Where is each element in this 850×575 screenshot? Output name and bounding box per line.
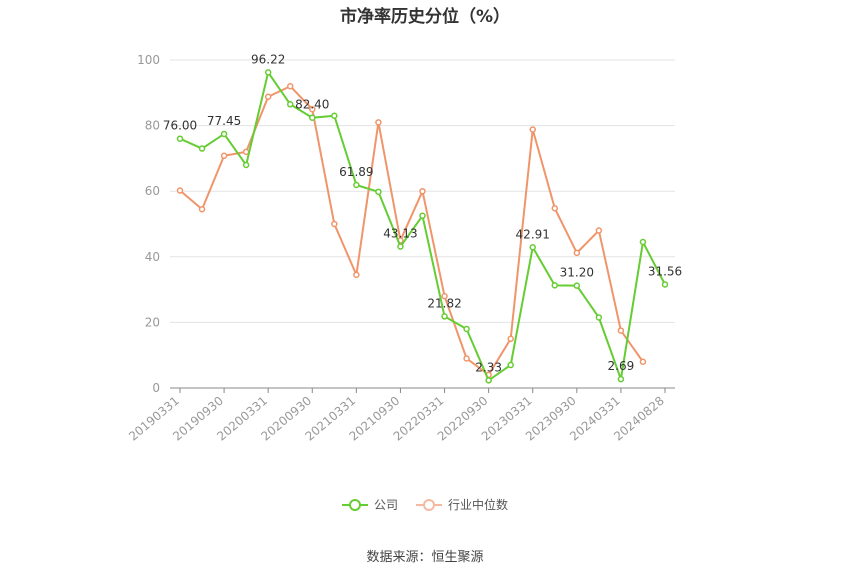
data-label: 77.45 xyxy=(207,114,241,128)
data-point xyxy=(573,249,581,257)
data-point xyxy=(176,135,184,142)
data-point xyxy=(661,281,669,288)
data-point xyxy=(309,105,316,113)
data-point xyxy=(463,355,470,362)
data-label: 2.33 xyxy=(475,360,502,374)
data-point xyxy=(264,69,272,76)
data-label: 31.56 xyxy=(648,264,682,278)
data-label: 43.13 xyxy=(383,227,417,241)
data-point xyxy=(507,361,514,369)
legend-label-industry-median: 行业中位数 xyxy=(448,498,509,512)
data-point xyxy=(331,220,338,228)
data-point xyxy=(198,205,206,213)
data-label: 61.89 xyxy=(339,165,373,179)
data-label-layer: 76.00 77.45 96.22 82.40 61.89 43.13 21.82 2.33 4… xyxy=(163,52,682,374)
legend-item-company[interactable]: 公司 xyxy=(341,496,398,513)
data-point xyxy=(529,244,536,251)
data-point xyxy=(639,238,647,246)
data-point xyxy=(264,93,272,100)
data-point xyxy=(397,243,404,250)
data-point xyxy=(595,227,603,234)
data-point xyxy=(441,313,448,320)
data-point xyxy=(419,187,426,195)
data-point xyxy=(375,188,382,196)
data-point xyxy=(485,377,492,384)
data-point xyxy=(595,314,603,321)
data-point xyxy=(176,187,184,194)
y-tick-label: 100 xyxy=(137,53,160,67)
data-point xyxy=(507,335,514,343)
data-label: 96.22 xyxy=(251,52,285,66)
data-point xyxy=(617,375,625,383)
legend: 公司 行业中位数 xyxy=(0,496,850,513)
data-point xyxy=(617,327,625,334)
data-point xyxy=(551,282,559,289)
data-label: 76.00 xyxy=(163,119,197,133)
line-chart: 0204060801002019033120190930202003312020… xyxy=(126,52,682,443)
data-point xyxy=(242,161,250,169)
data-point xyxy=(573,282,581,289)
data-point xyxy=(220,130,228,138)
data-label: 82.40 xyxy=(295,98,329,112)
y-tick-label: 80 xyxy=(145,119,160,133)
data-point xyxy=(375,119,382,126)
y-tick-label: 0 xyxy=(152,381,160,395)
data-point xyxy=(309,114,316,121)
data-point xyxy=(286,82,294,90)
data-point xyxy=(639,358,647,366)
data-point xyxy=(529,126,536,133)
series-line-1 xyxy=(179,85,644,376)
data-point xyxy=(353,271,360,279)
legend-item-industry-median[interactable]: 行业中位数 xyxy=(416,496,508,513)
y-tick-label: 40 xyxy=(145,250,160,264)
series-line-0 xyxy=(179,71,666,382)
legend-swatch-company xyxy=(341,498,368,512)
data-label: 31.20 xyxy=(560,266,594,280)
data-label: 21.82 xyxy=(427,296,461,310)
source-note: 数据来源：恒生聚源 xyxy=(366,550,484,565)
data-label: 42.91 xyxy=(516,227,550,241)
chart-title: 市净率历史分位（%） xyxy=(339,7,511,27)
y-tick-label: 20 xyxy=(145,315,160,329)
data-point xyxy=(286,101,294,108)
data-point xyxy=(353,181,360,189)
data-point xyxy=(419,212,426,220)
y-tick-label: 60 xyxy=(145,184,160,198)
data-point xyxy=(220,152,228,160)
legend-label-company: 公司 xyxy=(373,498,398,512)
data-point xyxy=(551,205,559,212)
data-label: 2.69 xyxy=(608,359,635,373)
data-point xyxy=(463,325,470,333)
data-point xyxy=(198,145,206,152)
data-point xyxy=(331,112,338,120)
series-layer xyxy=(176,69,669,384)
legend-swatch-industry-median xyxy=(416,498,442,512)
data-point xyxy=(441,292,448,300)
